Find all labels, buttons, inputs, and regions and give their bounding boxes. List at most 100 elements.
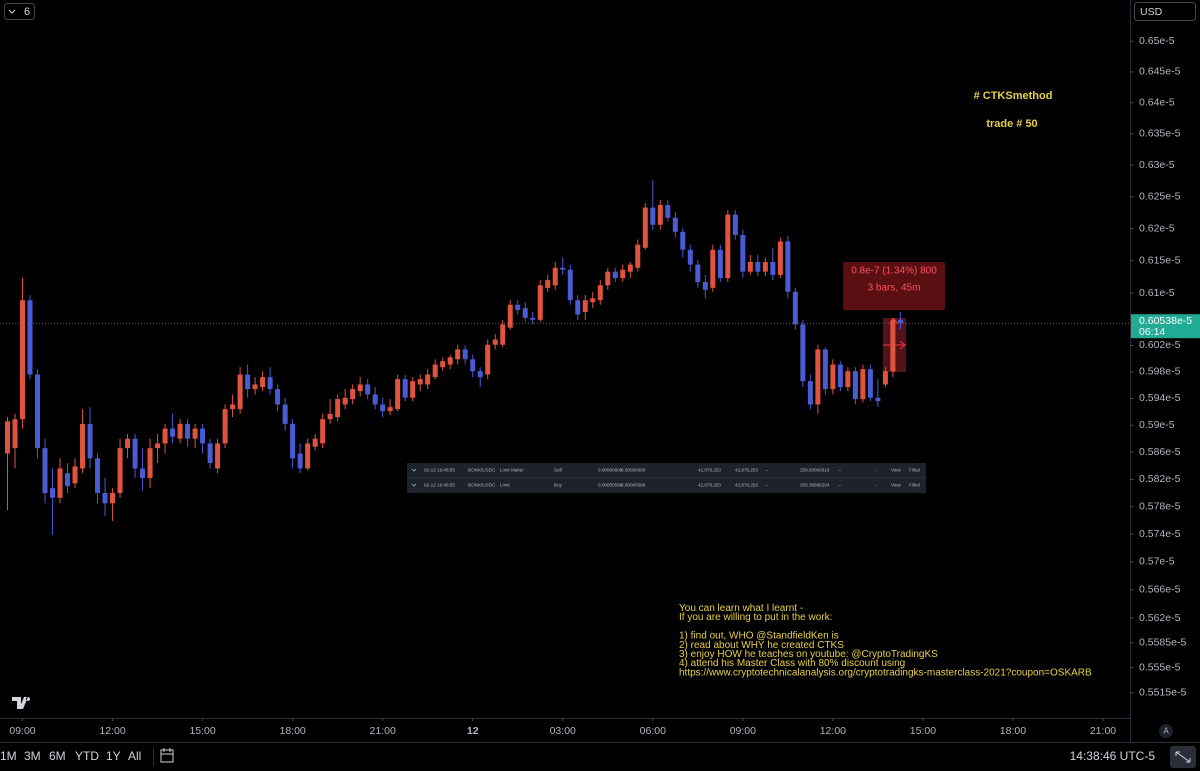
note-line: 1) find out, WHO @StandfieldKen is bbox=[679, 631, 839, 642]
candle-body bbox=[740, 234, 746, 272]
order-cell: - bbox=[875, 468, 877, 473]
candle-body bbox=[582, 300, 588, 312]
order-cell: 02-12 19:48:55 bbox=[424, 483, 455, 488]
candle-body bbox=[95, 458, 101, 493]
candle-body bbox=[522, 308, 528, 318]
order-cell: View bbox=[891, 483, 902, 488]
candle-body bbox=[185, 423, 191, 439]
candle-body bbox=[657, 205, 663, 225]
candle-body bbox=[530, 317, 536, 320]
candle-body bbox=[110, 492, 116, 504]
order-cell: BONK/USDC bbox=[468, 468, 496, 473]
y-tick-label: 0.582e-5 bbox=[1139, 473, 1181, 485]
candle-body bbox=[627, 264, 633, 272]
candle-body bbox=[687, 249, 693, 265]
x-tick-label: 09:00 bbox=[9, 725, 35, 737]
candle-body bbox=[852, 371, 858, 400]
candle-body bbox=[365, 384, 371, 395]
x-tick-label: 21:00 bbox=[1090, 725, 1116, 737]
auto-scale-button[interactable] bbox=[1159, 724, 1173, 738]
candle-body bbox=[665, 205, 671, 218]
annotation: trade # 50 bbox=[986, 118, 1037, 130]
range-button[interactable]: 6M bbox=[49, 749, 66, 763]
annotation: # CTKSmethod bbox=[974, 90, 1053, 102]
order-cell: 0.00000598 bbox=[621, 483, 646, 488]
note-line: 3) enjoy HOW he teaches on youtube: @Cry… bbox=[679, 649, 938, 660]
range-button[interactable]: 3M bbox=[24, 749, 41, 763]
candle-body bbox=[500, 324, 506, 345]
candle-body bbox=[387, 407, 393, 412]
note-line: You can learn what I learnt - bbox=[679, 603, 803, 614]
candle-body bbox=[462, 349, 468, 360]
interval-button[interactable] bbox=[4, 3, 35, 20]
candle-body bbox=[560, 267, 566, 270]
y-tick-label: 0.615e-5 bbox=[1139, 254, 1181, 266]
candle-body bbox=[635, 244, 641, 268]
candle-body bbox=[725, 214, 731, 279]
range-button[interactable]: 1M bbox=[0, 749, 17, 763]
y-tick-label: 0.62e-5 bbox=[1139, 222, 1175, 234]
interval-chevron bbox=[8, 9, 16, 14]
candle-body bbox=[50, 488, 56, 498]
order-cell: -- bbox=[838, 483, 842, 488]
candle-body bbox=[27, 300, 33, 375]
y-tick-label: 0.562e-5 bbox=[1139, 612, 1181, 624]
order-cell: View bbox=[891, 468, 902, 473]
candle-body bbox=[770, 261, 776, 275]
candle-body bbox=[537, 285, 543, 320]
y-tick-label: 0.5585e-5 bbox=[1139, 637, 1186, 649]
range-button[interactable]: 1Y bbox=[106, 749, 121, 763]
note: You can learn what I learnt -If you are … bbox=[679, 603, 1092, 678]
date-range-icon[interactable] bbox=[160, 748, 174, 763]
y-tick-label: 0.61e-5 bbox=[1139, 287, 1175, 299]
interval: 6 bbox=[24, 6, 30, 18]
candle-body bbox=[267, 377, 273, 390]
x-tick-label: 12:00 bbox=[99, 725, 125, 737]
order-cell: 42,876,253 bbox=[735, 483, 758, 488]
order-cell: 42,876,253 bbox=[735, 468, 758, 473]
candle-body bbox=[507, 304, 513, 328]
candle-body bbox=[230, 404, 236, 410]
candle-body bbox=[170, 428, 176, 437]
candle-body bbox=[215, 443, 221, 469]
candle-body bbox=[882, 371, 888, 385]
range-buttons: 1M 3M 6M YTD 1Y All bbox=[0, 749, 141, 763]
candle-body bbox=[282, 404, 288, 424]
candle-body bbox=[717, 249, 723, 279]
candle-body bbox=[380, 404, 386, 412]
y-tick-label: 0.598e-5 bbox=[1139, 366, 1181, 378]
candle-body bbox=[440, 361, 446, 368]
candle-body bbox=[515, 304, 521, 310]
candle-body bbox=[890, 319, 896, 372]
candle-body bbox=[590, 298, 596, 303]
fullscreen-icon bbox=[1175, 751, 1191, 763]
candle-body bbox=[860, 369, 866, 400]
order-cell: Limit Maker bbox=[500, 468, 524, 473]
candle-body bbox=[695, 264, 701, 283]
candle-body bbox=[327, 413, 333, 420]
y-tick-label: 0.578e-5 bbox=[1139, 500, 1181, 512]
range-button[interactable]: All bbox=[128, 749, 141, 763]
candle-body bbox=[125, 438, 131, 449]
candle-body bbox=[132, 438, 138, 469]
order-cell: 259.83009318 bbox=[800, 468, 830, 473]
logo bbox=[12, 697, 31, 709]
order-cell: 0.00000598 bbox=[598, 483, 623, 488]
candle-body bbox=[620, 269, 626, 279]
candle-body bbox=[162, 428, 168, 444]
candle-body bbox=[350, 389, 356, 400]
candle-body bbox=[672, 217, 678, 232]
x-tick-label: 18:00 bbox=[279, 725, 305, 737]
candle-body bbox=[252, 384, 258, 390]
currency-button[interactable] bbox=[1134, 2, 1196, 21]
order-cell: Buy bbox=[554, 483, 563, 488]
candle-body bbox=[815, 349, 821, 405]
candle-body bbox=[12, 419, 18, 449]
range-button[interactable]: YTD bbox=[75, 749, 99, 763]
candle-body bbox=[642, 207, 648, 248]
clock: 14:38:46 UTC-5 bbox=[1070, 749, 1156, 763]
note-line: https://www.cryptotechnicalanalysis.org/… bbox=[679, 667, 1092, 678]
